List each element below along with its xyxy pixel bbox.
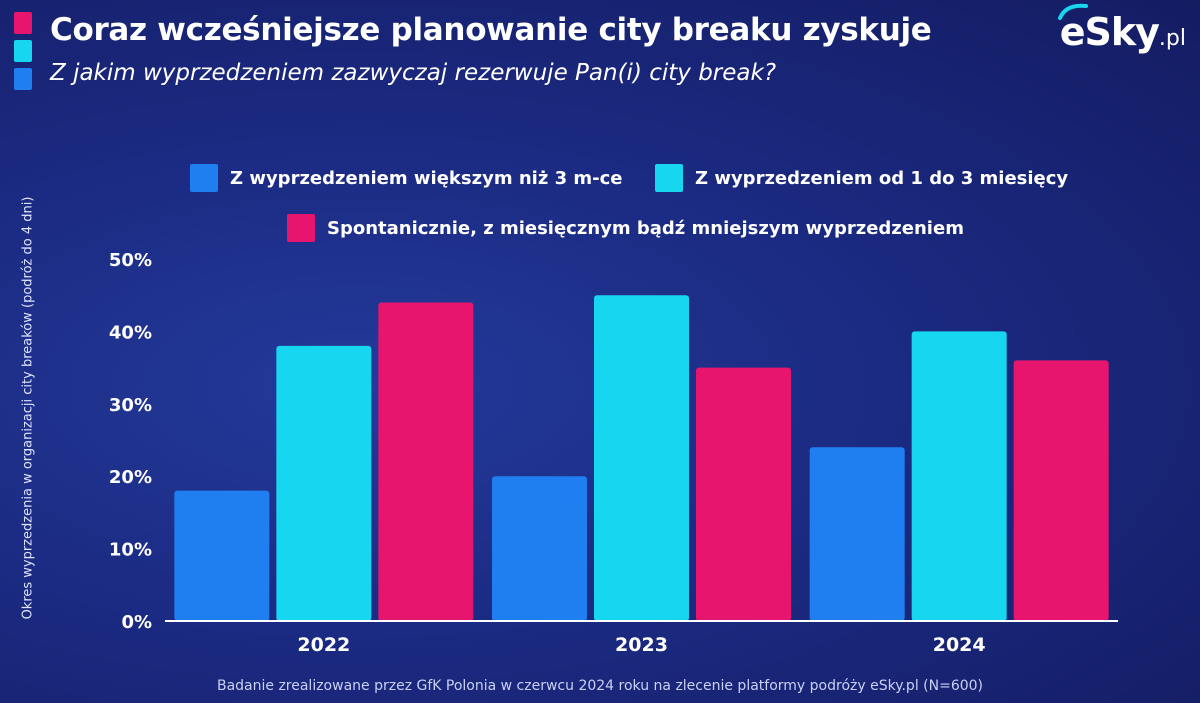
accent-bar-pink (14, 12, 32, 34)
legend-item-1-to-3-months: Z wyprzedzeniem od 1 do 3 miesięcy (655, 164, 1068, 192)
legend-item-spontaneous: Spontanicznie, z miesięcznym bądź mniejs… (287, 214, 964, 242)
page-title: Coraz wcześniejsze planowanie city break… (50, 12, 932, 48)
bar-2023-series-1 (594, 295, 689, 621)
legend-swatch (190, 164, 218, 192)
bar-2024-series-2 (1013, 360, 1109, 621)
legend-label: Spontanicznie, z miesięcznym bądź mniejs… (327, 217, 964, 239)
logo-text: eSky (1059, 10, 1160, 54)
bar-2022-series-0 (174, 490, 270, 621)
bar-2023-series-2 (696, 367, 791, 621)
legend-label: Z wyprzedzeniem od 1 do 3 miesięcy (695, 167, 1069, 189)
bar-2022-series-1 (276, 345, 372, 621)
bar-2022-series-2 (378, 302, 474, 621)
y-tick-label: 40% (109, 322, 152, 343)
accent-bar-cyan (14, 40, 32, 62)
legend-label: Z wyprzedzeniem większym niż 3 m-ce (230, 167, 623, 189)
accent-bar-blue (14, 68, 32, 90)
x-tick-label: 2023 (615, 634, 668, 656)
legend-swatch (655, 164, 683, 192)
bar-2023-series-0 (492, 476, 587, 621)
y-tick-label: 10% (109, 540, 152, 561)
page-subtitle: Z jakim wyprzedzeniem zazwyczaj rezerwuj… (50, 60, 777, 86)
y-tick-label: 30% (109, 395, 152, 416)
bar-2024-series-0 (809, 447, 905, 621)
x-tick-label: 2024 (933, 634, 986, 656)
y-tick-label: 50% (109, 250, 152, 271)
accent-bars (14, 12, 32, 96)
logo-swoosh-icon (1057, 3, 1088, 20)
y-tick-label: 20% (109, 467, 152, 488)
source-note: Badanie zrealizowane przez GfK Polonia w… (216, 678, 984, 694)
legend-swatch (287, 214, 315, 242)
y-tick-label: 0% (121, 612, 152, 633)
legend-item-over-3-months: Z wyprzedzeniem większym niż 3 m-ce (190, 164, 622, 192)
logo-suffix: .pl (1158, 26, 1186, 51)
esky-logo: eSky.pl (1057, 3, 1186, 66)
x-tick-label: 2022 (297, 634, 350, 656)
bar-2024-series-1 (911, 331, 1007, 621)
